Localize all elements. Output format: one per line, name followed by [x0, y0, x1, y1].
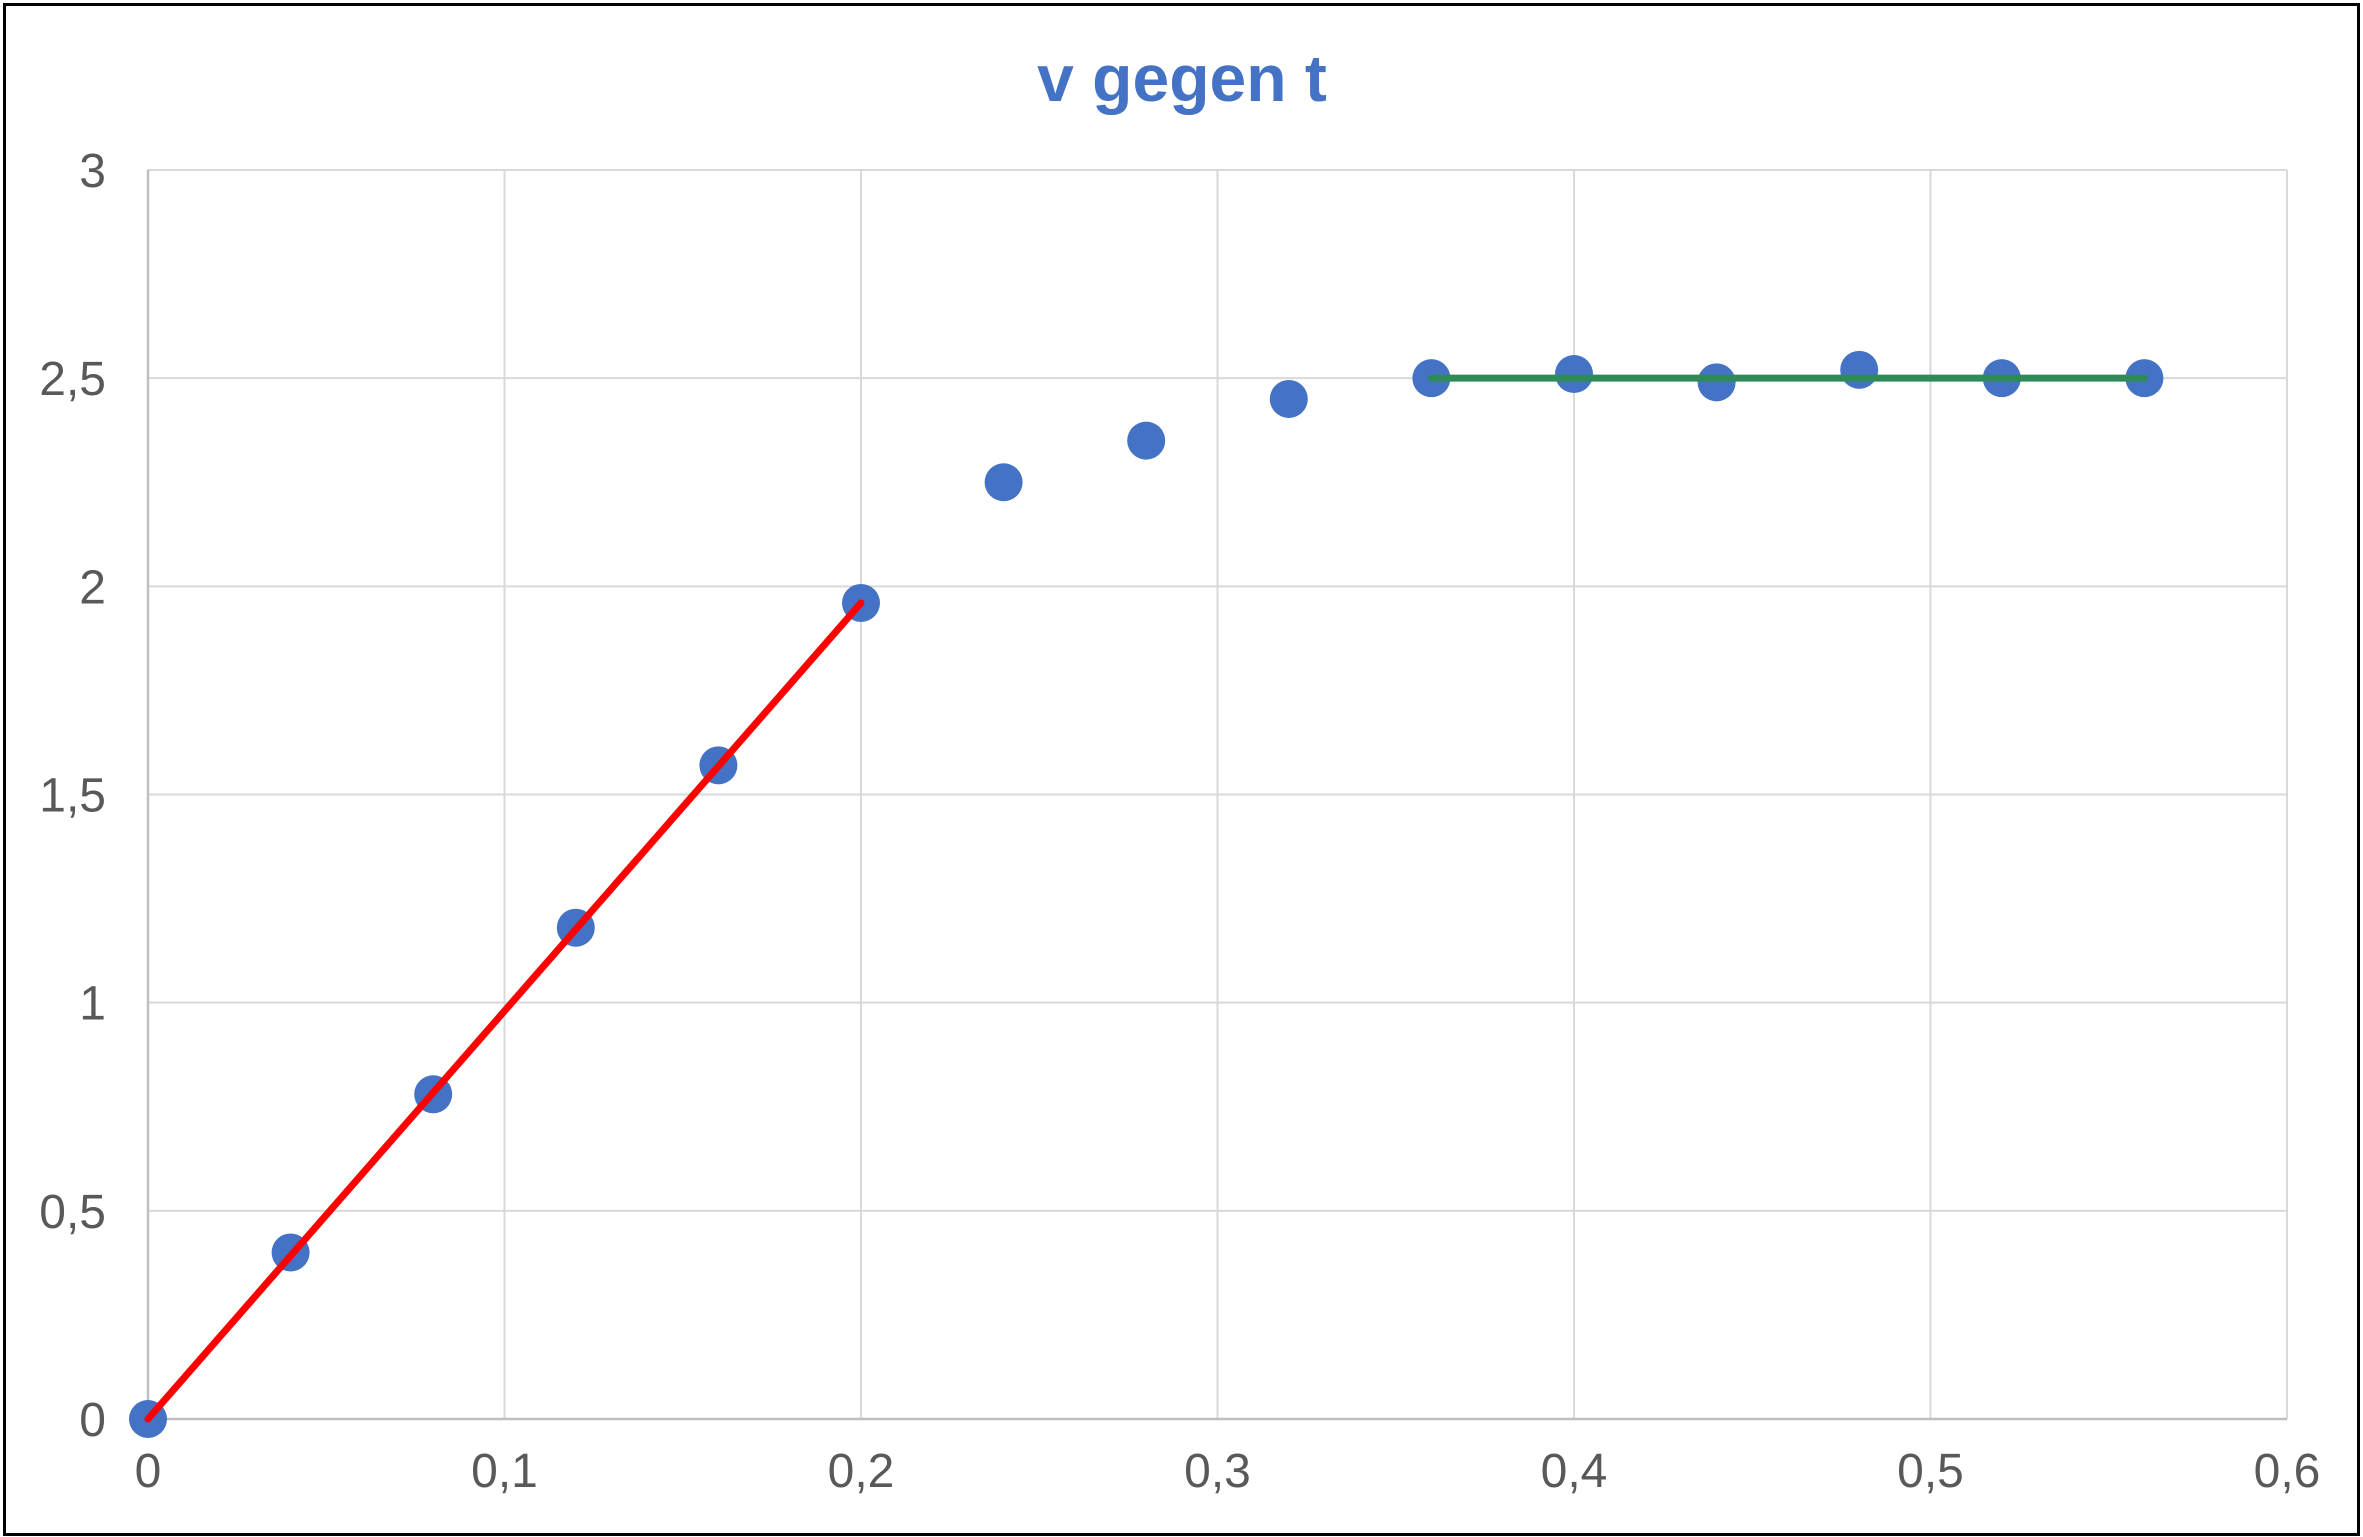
x-tick-label: 0: [135, 1445, 162, 1498]
data-point: [1555, 355, 1593, 394]
y-tick-label: 1,5: [39, 770, 106, 823]
data-point: [984, 463, 1023, 502]
data-point: [1127, 421, 1166, 460]
y-tick-label: 3: [79, 145, 106, 198]
grid: [148, 169, 2288, 1419]
y-tick-label: 2,5: [39, 353, 106, 406]
x-tick-label: 0,4: [1541, 1445, 1608, 1498]
x-tick-label: 0,3: [1184, 1445, 1251, 1498]
chart-frame: v gegen t 0 0,5 1 1,5 2 2,5 3 0 0,1 0,2 0,3 0,4 0,5 0…: [3, 3, 2360, 1536]
x-tick-label: 0,2: [828, 1445, 895, 1498]
red-fit-line: [144, 599, 865, 1423]
y-tick-label: 1: [79, 978, 106, 1031]
x-tick-label: 0,1: [471, 1445, 538, 1498]
x-tick-label: 0,5: [1897, 1445, 1964, 1498]
x-tick-label: 0,6: [2254, 1445, 2321, 1498]
y-tick-label: 0,5: [39, 1186, 106, 1239]
tick-labels: 0 0,5 1 1,5 2 2,5 3 0 0,1 0,2 0,3 0,4 0,5 0,6: [39, 145, 2320, 1498]
y-tick-label: 0: [79, 1394, 106, 1447]
data-point: [1840, 350, 1879, 389]
chart-svg: v gegen t 00,511,522,530 0,1 0,2 0,3 0,4 0,5 0…: [39, 41, 2320, 1498]
y-tick-label: 2: [79, 561, 106, 614]
data-point: [1697, 363, 1736, 402]
chart-title: v gegen t: [1037, 41, 1327, 115]
data-points: [129, 350, 2164, 1438]
axes: [146, 170, 2287, 1421]
data-point: [1269, 379, 1308, 418]
